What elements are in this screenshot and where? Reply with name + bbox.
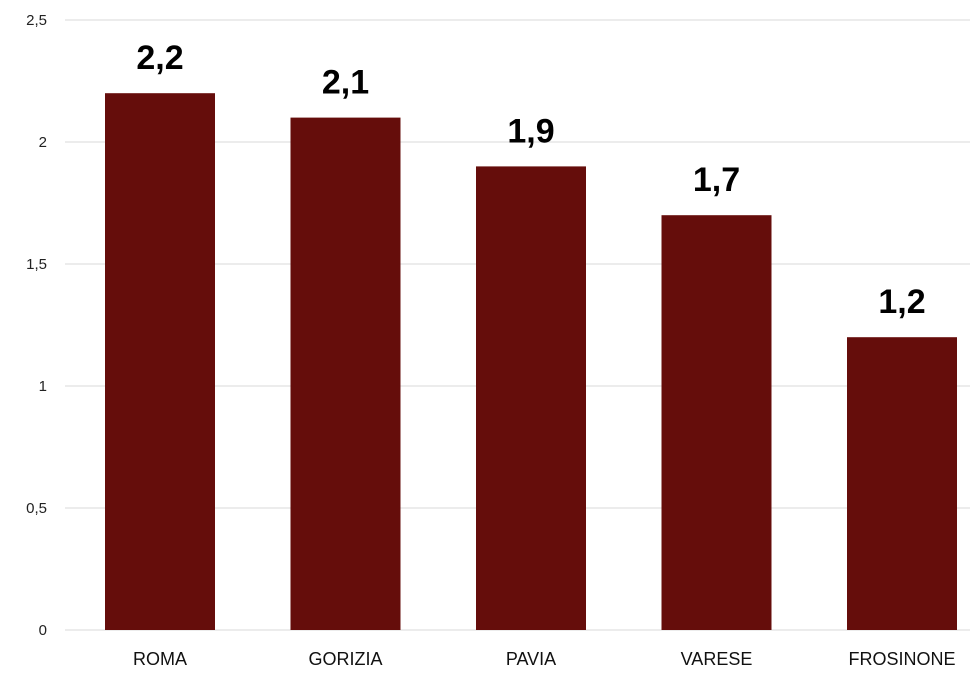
data-label: 2,2	[136, 39, 183, 77]
bar	[290, 117, 401, 631]
data-label: 1,2	[878, 283, 925, 321]
data-labels: 2,2 2,1 1,9 1,7 1,2	[136, 39, 925, 321]
y-tick-label: 0	[39, 622, 47, 639]
y-axis: 0 0,5 1 1,5 2 2,5	[26, 12, 47, 639]
x-tick-label: GORIZIA	[308, 649, 382, 669]
x-tick-label: PAVIA	[506, 649, 556, 669]
x-tick-label: VARESE	[681, 649, 753, 669]
y-tick-label: 0,5	[26, 500, 47, 517]
y-tick-label: 2	[39, 134, 47, 151]
data-label: 2,1	[322, 64, 369, 102]
bar	[105, 93, 215, 630]
bar	[661, 215, 772, 630]
data-label: 1,9	[507, 112, 554, 150]
bar	[847, 337, 957, 630]
x-tick-label: FROSINONE	[848, 649, 955, 669]
y-tick-label: 2,5	[26, 12, 47, 29]
bars	[105, 93, 957, 631]
y-tick-label: 1,5	[26, 256, 47, 273]
data-label: 1,7	[693, 161, 740, 199]
bar	[476, 166, 586, 630]
x-tick-label: ROMA	[133, 649, 187, 669]
y-tick-label: 1	[39, 378, 47, 395]
x-axis: ROMA GORIZIA PAVIA VARESE FROSINONE	[133, 649, 956, 669]
